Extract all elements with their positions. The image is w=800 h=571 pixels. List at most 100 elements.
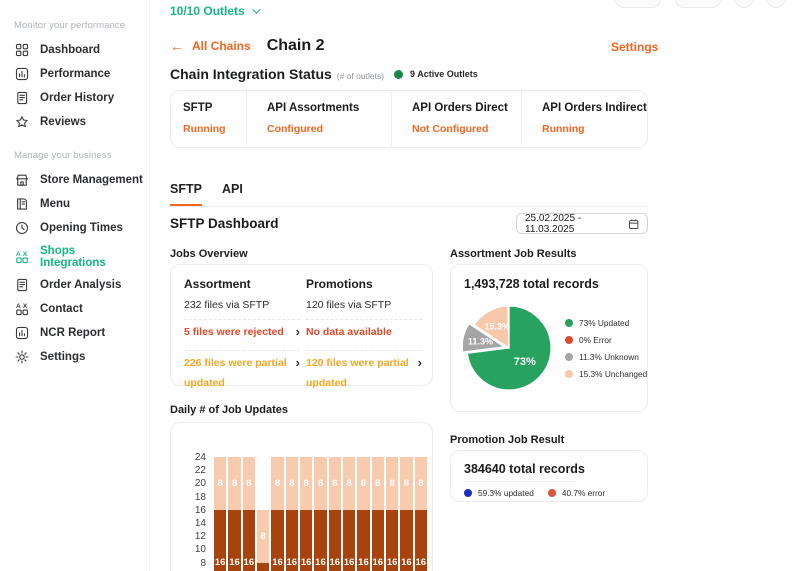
- integration-card-api-orders-direct: API Orders Direct Not Configured: [391, 91, 521, 147]
- pie-slice-unchanged: [473, 305, 510, 350]
- integration-card-api-assortments: API Assortments Configured: [246, 91, 391, 147]
- bar-column: 8 16: [314, 457, 327, 571]
- svg-text:A: A: [16, 250, 21, 257]
- sidebar-item-order-history[interactable]: Order History: [0, 86, 149, 110]
- jobs-alert-divider: [184, 319, 300, 320]
- menu-icon: [14, 197, 29, 212]
- promotion-results-title: Promotion Job Result: [450, 434, 565, 446]
- pie-legend-item: 15.3% Unchanged: [565, 369, 647, 379]
- bar-segment-label: 16: [343, 557, 355, 569]
- sidebar-item-label: Menu: [40, 198, 71, 210]
- bar-segment-label: 16: [386, 557, 398, 569]
- daily-updates-title: Daily # of Job Updates: [170, 404, 288, 416]
- tabs-divider: [170, 206, 648, 207]
- bar-segment: 16: [299, 509, 313, 571]
- sidebar-item-performance[interactable]: Performance: [0, 62, 149, 86]
- svg-text:X: X: [22, 250, 27, 257]
- jobs-column-name: Assortment: [184, 277, 251, 291]
- bar-column: 8 16: [400, 457, 413, 571]
- jobs-alert-226-files-were-partial-updated[interactable]: 226 files were partial updated ›: [184, 353, 300, 393]
- dashboard-icon: [14, 43, 29, 58]
- integration-status-header: Chain Integration Status (# of outlets) …: [170, 66, 478, 82]
- assortment-results-title: Assortment Job Results: [450, 248, 577, 260]
- sidebar-item-store-management[interactable]: Store Management: [0, 168, 149, 192]
- jobs-alert-5-files-were-rejected[interactable]: 5 files were rejected ›: [184, 322, 300, 342]
- pie-slice-label: 15.3%: [484, 322, 510, 332]
- svg-text:X: X: [22, 303, 27, 310]
- integration-card-name: SFTP: [183, 102, 213, 114]
- sidebar-item-menu[interactable]: Menu: [0, 192, 149, 216]
- y-tick: 22: [194, 465, 206, 477]
- bar-segment-label: 16: [372, 557, 384, 569]
- sidebar-item-label: Performance: [40, 68, 111, 80]
- jobs-column-name: Promotions: [306, 277, 373, 291]
- sidebar-item-shops-integrations[interactable]: A X Shops Integrations: [0, 240, 149, 273]
- sidebar-item-label: Settings: [40, 351, 86, 363]
- topbar-button-circle[interactable]: [735, 0, 753, 8]
- tabs: SFTP API: [170, 182, 243, 206]
- jobs-alert-no-data-available: No data available: [306, 322, 422, 342]
- bar-segment: 8: [314, 457, 327, 510]
- bar-segment-label: 8: [231, 477, 238, 489]
- bar-segment: 8: [228, 457, 241, 510]
- y-tick: 12: [194, 531, 206, 543]
- jobs-overview-card: Assortment 232 files via SFTP 5 files were…: [170, 264, 433, 389]
- settings-link[interactable]: Settings: [611, 40, 659, 54]
- promotion-divider: [464, 481, 576, 482]
- back-arrow-icon[interactable]: ←: [170, 38, 184, 54]
- tab-sftp[interactable]: SFTP: [170, 182, 202, 206]
- legend-dot-icon: [565, 319, 573, 327]
- bar-segment: 16: [214, 509, 227, 571]
- bar-segment: 8: [242, 457, 255, 510]
- bar-segment-label: 8: [389, 477, 395, 489]
- bar-segment-label: 8: [289, 477, 295, 489]
- y-tick: 8: [200, 557, 206, 569]
- active-outlets-dot-icon: [394, 69, 404, 79]
- sidebar-item-label: Dashboard: [40, 44, 101, 56]
- sidebar-item-settings[interactable]: Settings: [0, 345, 149, 369]
- legend-label: 73% Updated: [579, 318, 630, 328]
- assortment-total-records: 1,493,728 total records: [464, 277, 599, 291]
- bar-segment-label: 16: [229, 557, 240, 569]
- page-title: Chain 2: [266, 37, 325, 54]
- bar-segment: 8: [299, 457, 313, 510]
- outlets-selector[interactable]: 10/10 Outlets: [170, 4, 261, 18]
- bar-segment: 8: [385, 457, 399, 510]
- sidebar-item-dashboard[interactable]: Dashboard: [0, 38, 149, 62]
- integration-card-status: Not Configured: [412, 123, 489, 135]
- pie-legend-item: 11.3% Unknown: [565, 352, 647, 362]
- main-content: 10/10 Outlets ← All Chains Chain 2 Setti…: [150, 0, 658, 571]
- y-tick: 16: [194, 504, 206, 516]
- legend-label: 40.7% error: [561, 488, 606, 498]
- jobs-alert-120-files-were-partial-updated[interactable]: 120 files were partial updated ›: [306, 353, 422, 393]
- sidebar-item-label: Order History: [40, 92, 115, 104]
- sidebar-item-order-analysis[interactable]: Order Analysis: [0, 273, 149, 297]
- topbar-button-circle[interactable]: [767, 0, 785, 8]
- sidebar-section-gap: [0, 134, 149, 146]
- date-range-input[interactable]: 25.02.2025 - 11.03.2025: [516, 213, 648, 235]
- tab-api[interactable]: API: [221, 182, 243, 196]
- sidebar-item-opening-times[interactable]: Opening Times: [0, 216, 149, 240]
- bar-segment: 8: [342, 457, 356, 510]
- sidebar-item-ncr-report[interactable]: NCR Report: [0, 321, 149, 345]
- sidebar-item-label: Order Analysis: [40, 279, 122, 291]
- promotion-legend-item: 59.3% updated: [464, 488, 534, 498]
- chart-icon: [14, 326, 29, 341]
- integration-card-api-orders-indirect: API Orders Indirect Running: [521, 91, 647, 147]
- calendar-icon: [628, 218, 638, 229]
- sidebar-item-reviews[interactable]: Reviews: [0, 110, 149, 134]
- jobs-alert-divider: [306, 350, 422, 351]
- sidebar-item-contact[interactable]: A X Contact: [0, 297, 149, 321]
- all-chains-link[interactable]: All Chains: [192, 39, 251, 53]
- jobs-column-files: 232 files via SFTP: [184, 299, 270, 311]
- integration-card-name: API Orders Direct: [412, 102, 508, 114]
- sftp-dashboard-header: SFTP Dashboard 25.02.2025 - 11.03.2025: [170, 213, 648, 235]
- bar-chart-bars: 8168168168881681681681681681681681681681…: [213, 457, 428, 571]
- assortment-pie-legend: 73% Updated 0% Error 11.3% Unknown 15.3% Un…: [565, 318, 647, 386]
- topbar-button-pill[interactable]: [675, 0, 721, 8]
- bar-segment: 16: [271, 509, 284, 571]
- integration-card-name: API Orders Indirect: [542, 102, 647, 114]
- legend-label: 15.3% Unchanged: [579, 369, 648, 379]
